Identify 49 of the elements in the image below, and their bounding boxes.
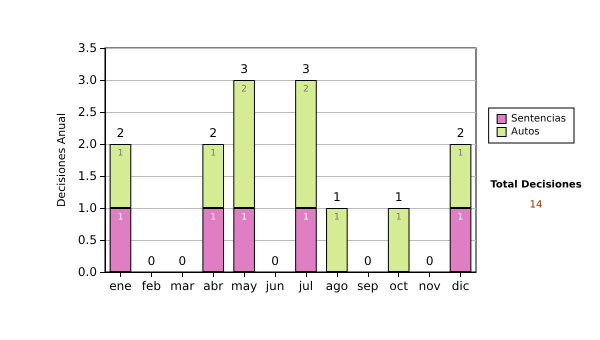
y-axis-title: Decisiones Anual	[55, 112, 68, 208]
legend-label: Sentencias	[511, 114, 566, 124]
x-tick-label: may	[231, 279, 258, 293]
y-tick-label: 2.0	[78, 137, 97, 151]
x-tick-label: abr	[203, 279, 224, 293]
data-label: 1	[458, 148, 464, 158]
data-label: 1	[396, 212, 402, 222]
data-label: 1	[118, 212, 124, 222]
legend-label: Autos	[511, 126, 540, 138]
data-label: 1	[241, 212, 247, 222]
y-tick-label: 3.0	[78, 73, 97, 87]
total-label: 0	[271, 254, 279, 268]
text: Total Decisiones	[490, 180, 582, 190]
total-label: 2	[456, 126, 464, 140]
x-tick-label: mar	[170, 279, 194, 293]
y-tick-label: 1.5	[78, 169, 97, 183]
data-label: 2	[303, 84, 309, 94]
y-tick-label: 0.5	[78, 233, 97, 247]
total-label: 1	[333, 190, 341, 204]
y-tick-label: 0.0	[78, 265, 97, 279]
text: 14	[530, 200, 542, 210]
x-tick-label: ago	[326, 279, 348, 293]
x-tick-label: ene	[109, 279, 132, 293]
x-tick-label: feb	[142, 279, 161, 293]
total-label: 3	[240, 62, 248, 76]
total-label: 2	[209, 126, 218, 140]
total-label: 0	[148, 254, 156, 268]
total-label: 2	[116, 126, 124, 140]
data-label: 1	[210, 212, 216, 222]
data-label: 2	[241, 84, 247, 94]
total-label: 3	[302, 62, 310, 76]
y-tick-label: 1.0	[78, 201, 97, 215]
y-tick-label: 3.5	[78, 41, 97, 55]
x-tick-label: oct	[389, 279, 408, 293]
total-label: 0	[178, 254, 186, 268]
data-label: 1	[334, 212, 340, 222]
x-tick-label: nov	[418, 279, 441, 293]
data-label: 1	[118, 148, 124, 158]
data-label: 1	[210, 148, 216, 158]
total-label: 1	[394, 190, 403, 204]
x-tick-label: dic	[452, 279, 470, 293]
x-tick-label: jul	[298, 279, 314, 293]
data-label: 1	[458, 212, 464, 222]
data-label: 1	[303, 212, 309, 222]
x-tick-label: jun	[264, 279, 284, 293]
y-tick-label: 2.5	[78, 105, 97, 119]
x-tick-label: sep	[357, 279, 378, 293]
total-label: 0	[364, 254, 372, 268]
total-label: 0	[426, 254, 434, 268]
